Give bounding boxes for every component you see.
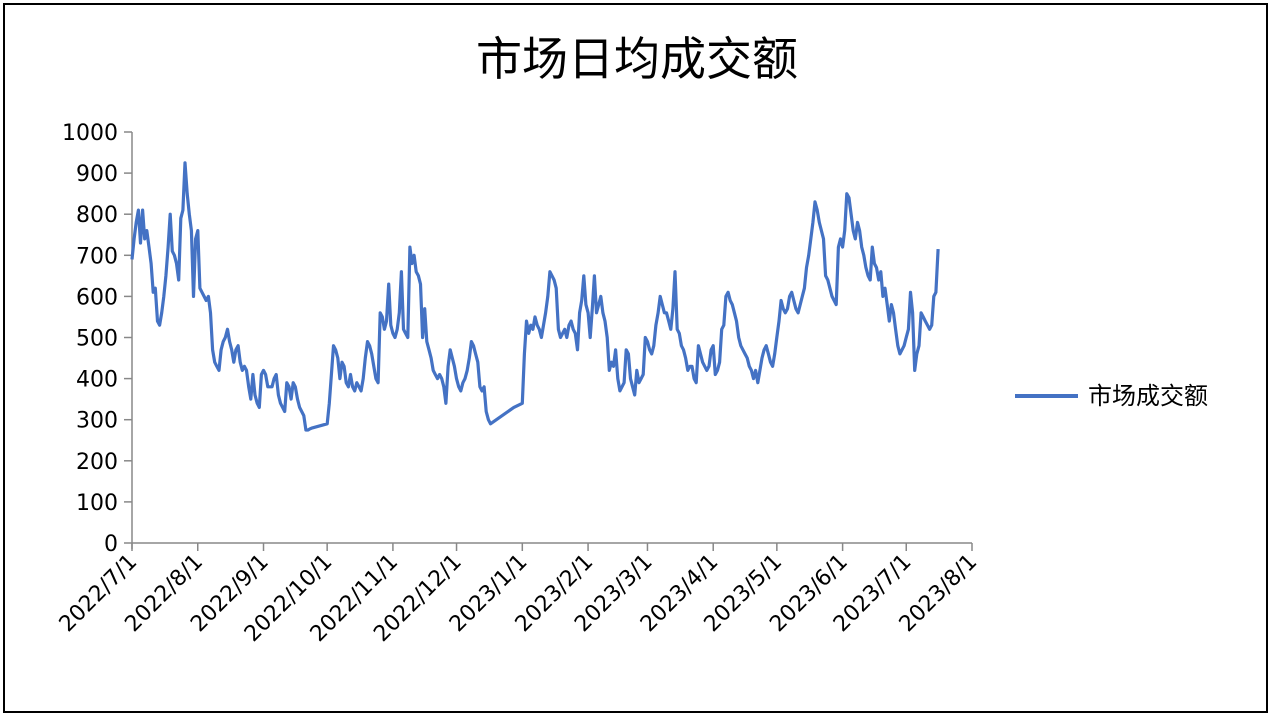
legend: 市场成交额 <box>1015 382 1208 410</box>
y-tick-label: 200 <box>76 450 118 475</box>
y-tick-label: 400 <box>76 368 118 393</box>
y-axis: 0 100 200 300 400 500 600 700 800 900 1000 <box>62 121 133 557</box>
y-tick-label: 800 <box>76 203 118 228</box>
x-axis: 2022/7/12022/8/12022/9/12022/10/12022/11… <box>55 542 982 647</box>
y-tick-label: 1000 <box>62 121 118 146</box>
y-tick-label: 100 <box>76 491 118 516</box>
y-tick-label: 300 <box>76 409 118 434</box>
y-tick-label: 500 <box>76 327 118 352</box>
y-tick-label: 700 <box>76 244 118 269</box>
plot-area <box>130 161 940 432</box>
y-tick-label: 600 <box>76 285 118 310</box>
chart-title: 市场日均成交额 <box>476 32 798 86</box>
legend-label: 市场成交额 <box>1088 382 1208 410</box>
y-tick-label: 0 <box>104 532 118 557</box>
series-line <box>130 161 940 432</box>
y-tick-label: 900 <box>76 162 118 187</box>
